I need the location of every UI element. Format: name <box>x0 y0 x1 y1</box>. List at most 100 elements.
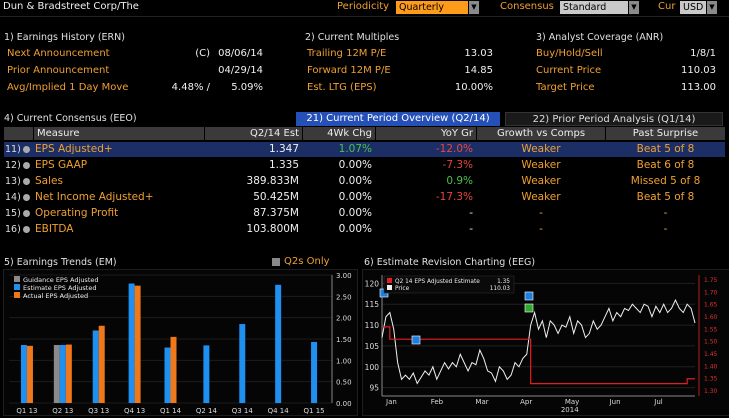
multiple-value: 13.03 <box>464 48 493 59</box>
current-multiples-title[interactable]: 2) Current Multiples <box>305 32 400 43</box>
table-row[interactable]: 15) Operating Profit 87.375M 0.00% - - - <box>4 206 725 221</box>
measure-name[interactable]: EBITDA <box>35 223 74 235</box>
earnings-history-label: Next Announcement <box>7 48 110 59</box>
right-tick-label: 1.75 <box>704 277 718 284</box>
growth-vs-comps: - <box>539 223 543 235</box>
row-bullet-icon <box>23 146 30 153</box>
bar <box>98 325 105 403</box>
bar <box>164 347 171 403</box>
table-row[interactable]: 14) Net Income Adjusted+ 50.425M 0.00% -17.3… <box>4 190 725 205</box>
earnings-history-label: Prior Announcement <box>7 65 110 76</box>
estimate-value: 103.800M <box>246 223 299 235</box>
multiple-label: Forward 12M P/E <box>307 65 391 76</box>
y-tick-label: 0.00 <box>336 400 352 408</box>
legend-label: Actual EPS Adjusted <box>23 292 88 300</box>
yoy-growth: -7.3% <box>442 159 473 171</box>
periodicity-dropdown-icon[interactable]: ▼ <box>469 1 479 14</box>
measure-name[interactable]: Sales <box>35 175 63 187</box>
growth-vs-comps: Weaker <box>521 175 561 187</box>
y-tick-label: 3.00 <box>336 272 352 280</box>
current-consensus-title[interactable]: 4) Current Consensus (EEO) <box>4 113 137 124</box>
x-tick-label: Q1 14 <box>160 407 182 415</box>
multiple-label: Est. LTG (EPS) <box>307 82 377 93</box>
y-tick-label: 2.00 <box>336 315 352 323</box>
header-4wk-chg[interactable]: 4Wk Chg <box>303 127 375 140</box>
x-tick-label: Q1 13 <box>16 407 37 415</box>
x-tick-label: Jun <box>609 398 621 406</box>
y-tick-label: 1.50 <box>336 336 352 344</box>
four-week-change: 0.00% <box>338 223 372 235</box>
bar <box>275 284 282 403</box>
row-number: 14) <box>5 192 21 203</box>
multiple-label: Trailing 12M P/E <box>307 48 387 59</box>
right-tick-label: 1.60 <box>704 314 718 321</box>
table-row[interactable]: 16) EBITDA 103.800M 0.00% - - - <box>4 222 725 237</box>
legend-label: Q2 14 EPS Adjusted Estimate <box>395 279 480 285</box>
left-tick-label: 105 <box>365 342 380 351</box>
analyst-value: 1/8/1 <box>690 48 716 59</box>
multiple-value: 10.00% <box>454 82 493 93</box>
bar <box>203 345 210 403</box>
earnings-trends-title[interactable]: 5) Earnings Trends (EM) <box>4 257 117 268</box>
bar <box>128 283 135 403</box>
analyst-coverage-title[interactable]: 3) Analyst Coverage (ANR) <box>536 32 664 43</box>
table-row[interactable]: 12) EPS GAAP 1.335 0.00% -7.3% Weaker Beat 6 o… <box>4 158 725 173</box>
currency-select[interactable]: USD <box>680 1 706 14</box>
bar <box>134 285 141 403</box>
header-measure[interactable]: Measure <box>34 127 204 140</box>
bar <box>53 344 60 403</box>
table-row[interactable]: 13) Sales 389.833M 0.00% 0.9% Weaker Missed 5 … <box>4 174 725 189</box>
periodicity-select[interactable]: Quarterly <box>396 1 468 14</box>
past-surprise: Missed 5 of 8 <box>630 175 701 187</box>
left-tick-label: 110 <box>365 321 380 330</box>
earnings-history-label: Avg/Implied 1 Day Move <box>7 82 129 93</box>
right-tick-label: 1.65 <box>704 302 718 309</box>
header-past-surprise[interactable]: Past Surprise <box>606 127 725 140</box>
analyst-label: Target Price <box>536 82 595 93</box>
tab-current-period[interactable]: 21) Current Period Overview (Q2/14) <box>296 112 500 126</box>
consensus-select[interactable]: Standard <box>560 1 628 14</box>
earnings-history-title[interactable]: 1) Earnings History (ERN) <box>4 32 125 43</box>
measure-name[interactable]: Operating Profit <box>35 207 119 219</box>
estimate-revision-title[interactable]: 6) Estimate Revision Charting (EEG) <box>364 257 536 268</box>
past-surprise: - <box>663 207 668 219</box>
row-number: 16) <box>5 224 21 235</box>
estimate-value: 1.347 <box>268 143 299 155</box>
tab-prior-period[interactable]: 22) Prior Period Analysis (Q1/14) <box>505 112 723 126</box>
header-estimate[interactable]: Q2/14 Est <box>205 127 302 140</box>
earnings-history-flag: (C) <box>195 48 210 59</box>
x-tick-label: Q3 14 <box>232 407 254 415</box>
estimate-value: 1.335 <box>268 159 299 171</box>
q2s-only-checkbox[interactable] <box>272 258 280 266</box>
four-week-change: 0.00% <box>338 191 372 203</box>
table-header-spacer <box>4 127 33 140</box>
top-bar: Dun & Bradstreet Corp/The Periodicity Qu… <box>0 0 729 17</box>
y-tick-label: 1.00 <box>336 357 352 365</box>
currency-label: Cur <box>658 1 676 12</box>
analyst-label: Current Price <box>536 65 602 76</box>
x-tick-label: Feb <box>431 398 444 406</box>
header-yoy-gr[interactable]: YoY Gr <box>376 127 476 140</box>
multiple-value: 14.85 <box>464 65 493 76</box>
header-growth-vs-comps[interactable]: Growth vs Comps <box>477 127 605 140</box>
x-tick-label: Jul <box>653 398 663 406</box>
legend-value: 110.03 <box>490 286 511 292</box>
y-tick-label: 2.50 <box>336 293 352 301</box>
year-label: 2014 <box>561 406 579 414</box>
measure-name[interactable]: Net Income Adjusted+ <box>35 191 154 203</box>
currency-dropdown-icon[interactable]: ▼ <box>707 1 717 14</box>
consensus-dropdown-icon[interactable]: ▼ <box>629 1 639 14</box>
estimate-value: 50.425M <box>253 191 299 203</box>
right-tick-label: 1.45 <box>704 351 718 358</box>
left-tick-label: 120 <box>365 279 380 288</box>
left-tick-label: 95 <box>369 384 379 393</box>
table-row[interactable]: 11) EPS Adjusted+ 1.347 1.07% -12.0% Weaker Be… <box>4 142 725 157</box>
right-tick-label: 1.30 <box>704 388 718 395</box>
measure-name[interactable]: EPS Adjusted+ <box>35 143 113 155</box>
y-tick-label: 0.50 <box>336 379 352 387</box>
estimate-value: 389.833M <box>246 175 299 187</box>
measure-name[interactable]: EPS GAAP <box>35 159 88 171</box>
right-tick-label: 1.70 <box>704 289 718 296</box>
right-tick-label: 1.55 <box>704 326 718 333</box>
x-tick-label: Q2 14 <box>196 407 218 415</box>
